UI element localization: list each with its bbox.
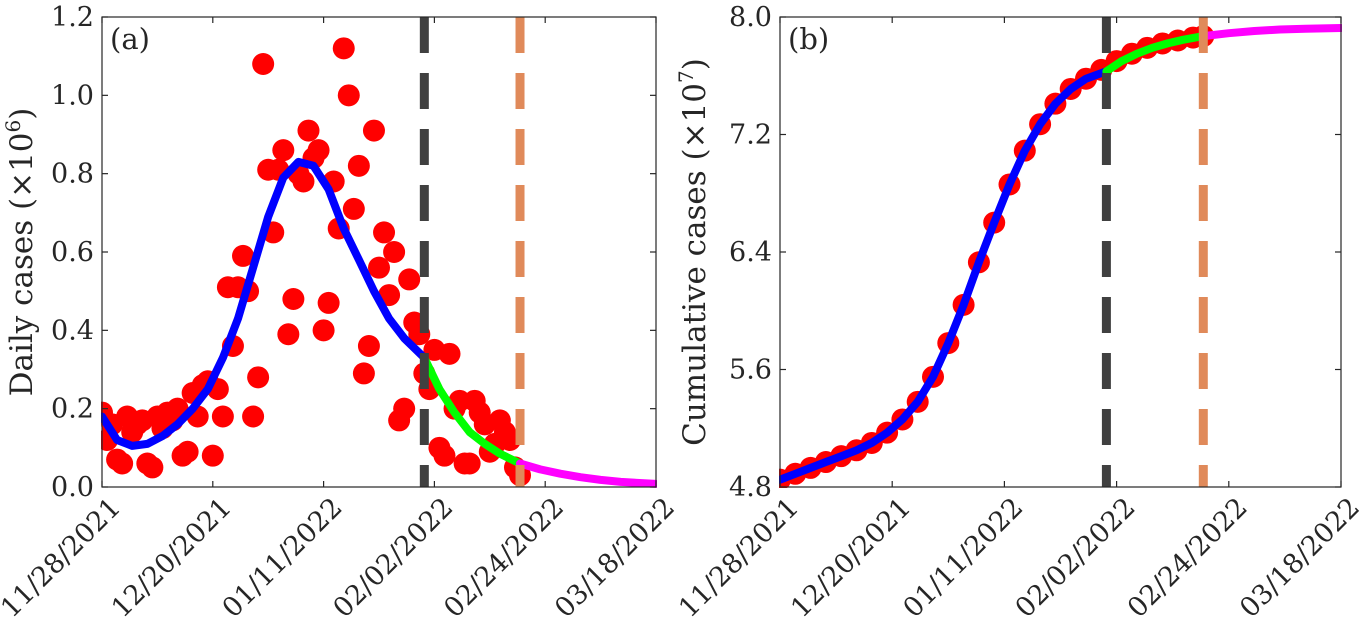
y-tick-label: 0.2 — [51, 394, 94, 425]
data-point — [398, 268, 421, 291]
y-tick-label: 4.8 — [729, 472, 772, 503]
data-point — [332, 37, 355, 60]
y-tick-label: 6.4 — [729, 237, 772, 268]
data-point — [458, 452, 481, 475]
y-tick-label: 0.6 — [51, 237, 94, 268]
series-line — [101, 157, 429, 450]
data-point — [176, 440, 199, 463]
y-axis-scale-exponent: 7 — [674, 70, 698, 83]
plot-area — [779, 24, 1342, 488]
data-point — [342, 197, 365, 220]
y-axis-scale-exponent: 6 — [1, 120, 25, 133]
y-tick-label: 7.2 — [729, 120, 772, 151]
x-tick-label: 02/24/2022 — [1122, 492, 1254, 624]
x-tick-label: 03/18/2022 — [1234, 492, 1366, 624]
y-axis-title-text: Cumulative cases — [677, 160, 713, 445]
data-point — [373, 221, 396, 244]
data-point — [312, 319, 335, 342]
data-point — [211, 405, 234, 428]
data-point — [347, 154, 370, 177]
data-point — [277, 323, 300, 346]
data-point — [141, 456, 164, 479]
series-line — [1199, 24, 1342, 41]
series-line — [779, 67, 1111, 484]
data-point — [252, 53, 275, 75]
data-point — [383, 241, 406, 263]
y-tick-label: 8.0 — [729, 2, 772, 33]
y-tick-label: 0.0 — [51, 472, 94, 503]
panel-label: (a) — [110, 22, 150, 56]
x-tick-label: 03/18/2022 — [549, 492, 681, 624]
y-tick-label: 0.4 — [51, 315, 94, 346]
data-point — [282, 288, 305, 310]
y-tick-label: 1.2 — [51, 2, 94, 33]
data-point — [292, 170, 315, 193]
data-point — [433, 444, 456, 467]
data-point — [307, 139, 330, 162]
y-axis-scale-close: ) — [4, 108, 40, 120]
data-point — [393, 397, 416, 420]
y-tick-label: 1.0 — [51, 80, 94, 111]
y-tick-label: 0.8 — [51, 159, 94, 190]
y-axis-title-text: Daily cases — [4, 210, 40, 396]
y-axis-scale: (×10 — [677, 83, 713, 161]
data-point — [368, 256, 390, 279]
data-point — [362, 119, 385, 142]
y-axis-scale: (×10 — [4, 132, 40, 210]
data-point — [317, 291, 340, 314]
series-line — [516, 459, 657, 488]
data-point — [232, 244, 255, 267]
y-axis-title: Daily cases (×106) — [1, 108, 40, 397]
panel-b: 4.8 5.6 6.4 7.2 8.0 11/28/202112/20/202101/11… — [673, 2, 1366, 624]
series-line — [420, 353, 524, 468]
series-line — [1102, 32, 1208, 76]
y-axis-title: Cumulative cases (×107) — [674, 58, 713, 446]
panel-a: 0.00.20.40.60.81.01.211/28/202112/20/202… — [0, 2, 681, 624]
data-point — [272, 139, 295, 162]
data-point — [201, 444, 224, 467]
x-tick-label: 02/02/2022 — [1010, 492, 1142, 624]
data-point — [242, 405, 265, 428]
y-tick-label: 5.6 — [729, 355, 772, 386]
panel-label: (b) — [788, 22, 829, 56]
data-point — [498, 429, 521, 451]
x-tick-label: 01/11/2022 — [897, 492, 1029, 624]
data-point — [337, 84, 360, 107]
x-tick-label: 11/28/2021 — [673, 492, 805, 624]
data-point — [247, 366, 270, 389]
data-point — [111, 452, 134, 475]
data-point — [352, 362, 375, 385]
data-point — [438, 342, 461, 365]
data-point — [357, 335, 380, 357]
x-tick-label: 12/20/2021 — [785, 492, 917, 624]
plot-area — [101, 37, 657, 488]
data-point — [297, 119, 320, 142]
y-axis-scale-close: ) — [677, 58, 713, 70]
